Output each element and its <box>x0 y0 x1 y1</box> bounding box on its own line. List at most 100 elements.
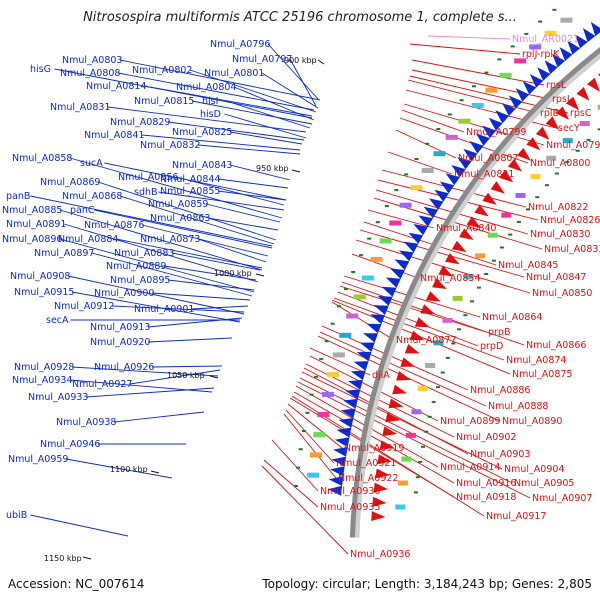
reverse-gene-arrow <box>466 216 481 229</box>
gene-label-right: Nmul_A0886 <box>470 385 530 396</box>
gc-marker <box>459 99 464 102</box>
gene-label-right: Nmul_A0914 <box>440 462 500 473</box>
reverse-gene-arrow <box>379 440 395 451</box>
leader-line <box>205 203 281 223</box>
leader-line <box>359 229 525 278</box>
gene-label-right: Nmul_A0917 <box>486 511 546 522</box>
gene-label-right: Nmul_A0864 <box>482 312 542 323</box>
forward-gene-arrow <box>338 418 354 428</box>
leader-line <box>351 253 419 279</box>
leader-line <box>141 224 269 257</box>
gc-marker <box>421 445 425 448</box>
annotation-block <box>405 432 416 438</box>
gc-marker <box>445 356 450 359</box>
gene-label-left: secA <box>46 315 69 326</box>
gene-label-right: Nmul_A0899 <box>440 416 500 427</box>
forward-gene-arrow <box>394 259 410 271</box>
annotation-block <box>401 456 412 462</box>
leader-line <box>226 100 311 129</box>
forward-gene-arrow <box>515 88 530 102</box>
leader-line <box>119 195 275 245</box>
leader-line <box>261 72 319 109</box>
gene-label-left: Nmul_A0873 <box>140 234 200 245</box>
leader-line <box>143 85 313 117</box>
gc-marker <box>491 259 496 262</box>
reverse-gene-arrow <box>535 126 550 140</box>
forward-gene-arrow <box>385 277 401 288</box>
gene-label-left: Nmul_A0927 <box>72 379 132 390</box>
leader-line <box>297 381 531 499</box>
gene-label-left: Nmul_A0934 <box>12 375 72 386</box>
annotation-block <box>389 220 402 226</box>
forward-gene-arrow <box>495 110 510 124</box>
gene-label-left: Nmul_A0897 <box>34 248 94 259</box>
annotation-block <box>597 104 600 110</box>
gc-marker <box>575 149 580 152</box>
annotation-block <box>411 409 422 415</box>
forward-gene-arrow <box>530 74 544 88</box>
gc-marker <box>337 305 341 308</box>
gc-marker <box>565 161 570 163</box>
leader-line <box>309 347 371 376</box>
leader-line <box>113 411 205 423</box>
leader-line <box>59 238 255 293</box>
forward-gene-arrow <box>582 28 596 43</box>
forward-gene-arrow <box>343 398 358 409</box>
reverse-gene-arrow <box>459 228 474 240</box>
annotation-block <box>499 72 512 78</box>
gene-label-right: Nmul_A0800 <box>530 158 590 169</box>
gc-marker <box>305 411 310 414</box>
leader-line <box>171 252 261 271</box>
gene-label-right: Nmul_A0888 <box>488 401 548 412</box>
reverse-gene-arrow <box>576 87 590 101</box>
leader-line <box>191 305 249 310</box>
leader-line <box>147 337 233 343</box>
leader-line <box>65 458 173 479</box>
leader-line <box>129 369 221 385</box>
reverse-gene-arrow <box>499 169 514 183</box>
gc-marker <box>538 20 543 23</box>
annotation-block <box>487 232 498 238</box>
forward-gene-arrow <box>345 389 361 400</box>
gene-label-left: Nmul_A0858 <box>12 153 72 164</box>
kbp-tick-mark <box>209 375 219 379</box>
gc-marker <box>293 485 298 487</box>
leader-line <box>59 209 263 271</box>
annotation-block <box>332 352 345 358</box>
reverse-gene-arrow <box>451 240 467 252</box>
annotation-block <box>546 155 557 161</box>
reverse-gene-arrow <box>400 357 416 367</box>
gc-marker <box>524 32 529 35</box>
reverse-gene-arrow <box>474 204 489 217</box>
gene-label-right: Nmul_A0875 <box>512 369 572 380</box>
gene-label-right: Nmul_A0930 <box>320 486 380 497</box>
leader-line <box>401 109 465 133</box>
leader-line <box>233 86 315 121</box>
leader-line <box>167 121 305 141</box>
gene-label-right: prpD <box>480 341 503 352</box>
gene-label-left: Nmul_A0841 <box>84 130 144 141</box>
gc-marker <box>343 288 348 291</box>
gene-label-left: Nmul_A0915 <box>14 287 74 298</box>
gene-label-right: Nmul_A0833 <box>544 244 600 255</box>
gene-label-right: Nmul_A0904 <box>504 464 564 475</box>
gene-label-right: rpsC <box>570 108 592 119</box>
reverse-gene-arrow <box>517 147 531 161</box>
annotation-block <box>317 411 330 417</box>
kbp-tick-label: 1150 kbp <box>44 554 82 563</box>
gene-features <box>293 8 600 521</box>
annotation-block <box>445 134 458 140</box>
gc-marker <box>470 300 474 303</box>
leader-line <box>175 176 285 206</box>
leader-line <box>71 291 241 323</box>
leader-line <box>229 164 291 181</box>
reverse-gene-arrow <box>409 330 425 341</box>
annotation-block <box>514 58 527 64</box>
gene-label-right: Nmul_A0922 <box>338 473 398 484</box>
gene-label-right: Nmul_A0919 <box>344 443 404 454</box>
accession-text: Accession: NC_007614 <box>8 577 145 591</box>
leader-line <box>217 178 289 189</box>
gene-label-right: rplE <box>540 108 559 119</box>
forward-gene-arrow <box>330 466 345 477</box>
gene-label-right: Nmul_A0826 <box>540 215 600 226</box>
